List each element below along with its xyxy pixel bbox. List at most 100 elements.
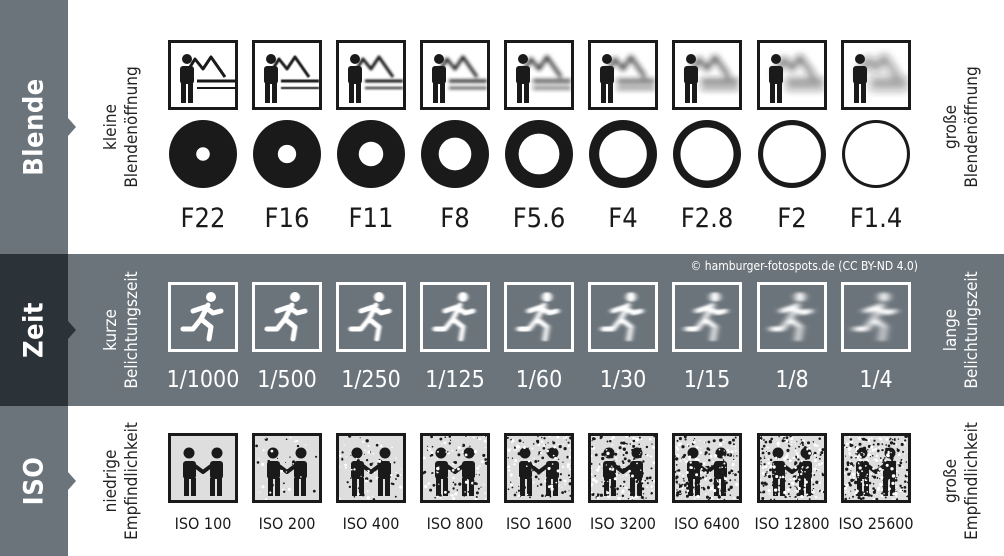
person-mountain-icon [420, 40, 490, 110]
blende-tab: Blende [0, 0, 76, 254]
aperture-icon [673, 120, 741, 188]
iso-level: ISO 25600 [834, 406, 918, 556]
iso-level: ISO 1600 [497, 406, 581, 556]
aperture-icon [758, 120, 826, 188]
zeit-row: Zeit © hamburger-fotospots.de (CC BY-ND … [0, 254, 1004, 406]
shutter-speed-label: 1/500 [257, 367, 317, 393]
f-number-label: F2.8 [680, 203, 734, 234]
f-number-label: F4 [608, 203, 638, 234]
blende-tab-pointer [68, 118, 76, 136]
iso-level: ISO 100 [161, 406, 245, 556]
iso-level: ISO 6400 [665, 406, 749, 556]
person-mountain-icon [757, 40, 827, 110]
zeit-right-line1: lange [941, 308, 961, 352]
person-mountain-icon [504, 40, 574, 110]
iso-right-line2: Empfindlichkeit [962, 422, 982, 540]
iso-value-label: ISO 3200 [590, 514, 656, 533]
iso-value-label: ISO 12800 [754, 514, 830, 533]
iso-level: ISO 12800 [750, 406, 834, 556]
iso-row: ISO niedrige Empfindlichkeit große Empfi… [0, 406, 1004, 556]
shutter-speed: 1/4 [834, 254, 918, 406]
zeit-right-line2: Belichtungszeit [962, 271, 982, 389]
handshake-icon [504, 433, 574, 503]
copyright-notice: © hamburger-fotospots.de (CC BY-ND 4.0) [690, 259, 918, 273]
shutter-speed: 1/250 [329, 254, 413, 406]
iso-level: ISO 200 [245, 406, 329, 556]
running-person-icon [841, 282, 911, 352]
iso-left-line1: niedrige [101, 449, 121, 513]
iso-value-label: ISO 25600 [838, 514, 914, 533]
aperture-icon [505, 120, 573, 188]
zeit-right-caption: lange Belichtungszeit [941, 271, 983, 388]
blende-stop: F4 [581, 0, 665, 254]
blende-left-line1: kleine [101, 104, 121, 150]
f-number-label: F2 [777, 203, 807, 234]
iso-value-label: ISO 800 [426, 514, 484, 533]
shutter-speed: 1/60 [497, 254, 581, 406]
f-number-label: F16 [264, 203, 310, 234]
f-number-label: F1.4 [849, 203, 903, 234]
blende-left-caption: kleine Blendenöffnung [101, 66, 143, 187]
iso-right-caption: große Empfindlichkeit [941, 422, 983, 540]
blende-right-line2: Blendenöffnung [962, 66, 982, 188]
shutter-speed-label: 1/1000 [166, 367, 240, 393]
shutter-speed: 1/15 [665, 254, 749, 406]
handshake-icon [588, 433, 658, 503]
zeit-left-line1: kurze [101, 309, 121, 351]
running-person-icon [252, 282, 322, 352]
handshake-icon [168, 433, 238, 503]
iso-level: ISO 400 [329, 406, 413, 556]
running-person-icon [504, 282, 574, 352]
shutter-speed-label: 1/15 [683, 367, 731, 393]
blende-title: Blende [18, 78, 50, 176]
zeit-tab-pointer [68, 321, 76, 339]
f-number-label: F22 [180, 203, 226, 234]
handshake-icon [672, 433, 742, 503]
blende-right-line1: große [941, 104, 961, 150]
iso-value-label: ISO 6400 [674, 514, 740, 533]
iso-title: ISO [18, 456, 50, 506]
aperture-icon [253, 120, 321, 188]
blende-stop: F22 [161, 0, 245, 254]
zeit-left-line2: Belichtungszeit [122, 271, 142, 389]
iso-tab: ISO [0, 406, 76, 556]
shutter-speed-label: 1/60 [515, 367, 563, 393]
aperture-icon [337, 120, 405, 188]
iso-value-label: ISO 100 [174, 514, 232, 533]
person-mountain-icon [841, 40, 911, 110]
iso-level: ISO 800 [413, 406, 497, 556]
handshake-icon [420, 433, 490, 503]
running-person-icon [168, 282, 238, 352]
blende-stop: F16 [245, 0, 329, 254]
shutter-speed: 1/30 [581, 254, 665, 406]
f-number-label: F11 [348, 203, 394, 234]
handshake-icon [252, 433, 322, 503]
shutter-speed-label: 1/4 [859, 367, 893, 393]
iso-value-label: ISO 200 [258, 514, 316, 533]
shutter-speed-label: 1/8 [775, 367, 809, 393]
running-person-icon [588, 282, 658, 352]
blende-stop: F5.6 [497, 0, 581, 254]
shutter-speed: 1/125 [413, 254, 497, 406]
iso-value-label: ISO 400 [342, 514, 400, 533]
handshake-icon [336, 433, 406, 503]
blende-left-line2: Blendenöffnung [122, 66, 142, 188]
shutter-speed: 1/8 [750, 254, 834, 406]
aperture-icon [842, 120, 910, 188]
zeit-title: Zeit [18, 301, 50, 359]
shutter-speed-label: 1/125 [425, 367, 485, 393]
blende-stop: F8 [413, 0, 497, 254]
running-person-icon [420, 282, 490, 352]
f-number-label: F5.6 [512, 203, 566, 234]
shutter-speed: 1/1000 [161, 254, 245, 406]
aperture-icon [421, 120, 489, 188]
handshake-icon [841, 433, 911, 503]
shutter-speed-label: 1/250 [341, 367, 401, 393]
iso-level: ISO 3200 [581, 406, 665, 556]
iso-right-line1: große [941, 458, 961, 504]
blende-stop: F1.4 [834, 0, 918, 254]
aperture-icon [589, 120, 657, 188]
person-mountain-icon [588, 40, 658, 110]
zeit-left-caption: kurze Belichtungszeit [101, 271, 143, 388]
person-mountain-icon [168, 40, 238, 110]
